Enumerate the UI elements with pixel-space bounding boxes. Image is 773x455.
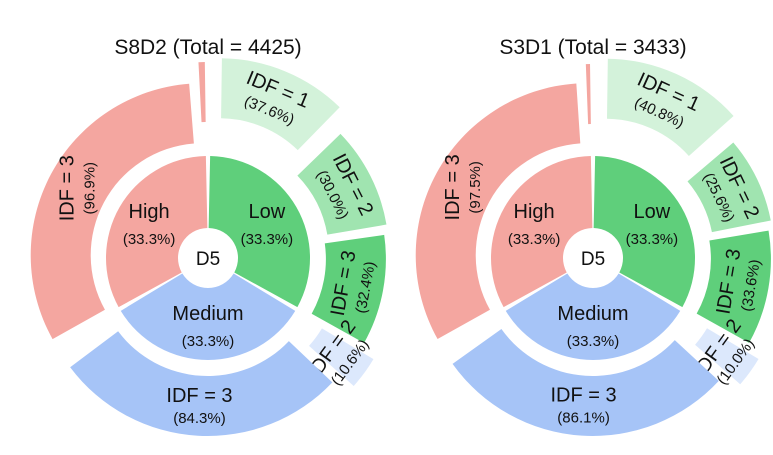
inner-percent-high: (33.3%)	[508, 231, 561, 248]
outer-percent-high-idf-3: (97.5%)	[467, 161, 484, 214]
inner-wedge-high	[105, 156, 208, 308]
outer-label-medium-idf-3: IDF = 3	[166, 385, 232, 407]
inner-percent-medium: (33.3%)	[182, 333, 235, 350]
center-hole	[180, 230, 236, 286]
inner-wedge-medium	[120, 273, 296, 361]
inner-wedge-medium	[505, 273, 681, 361]
outer-percent-medium-idf-3: (84.3%)	[173, 410, 226, 427]
outer-wedge-group: IDF = 3 (86.1%)	[452, 328, 719, 436]
sunburst-chart-2: S3D1 (Total = 3433) High (33.3%) Low (33.3%)…	[415, 36, 771, 436]
outer-wedge-group: IDF = 1(40.8%)	[606, 58, 734, 156]
center-label: D5	[581, 249, 605, 270]
outer-label-group: IDF = 3 (96.9%)	[56, 155, 98, 221]
inner-wedge-low	[593, 156, 695, 308]
inner-label-low: Low	[249, 201, 286, 223]
outer-wedge-medium-idf-2	[695, 328, 759, 385]
outer-wedge-low-idf-2	[297, 133, 387, 235]
inner-label-medium: Medium	[557, 303, 628, 325]
outer-label-medium-idf-3: IDF = 3	[550, 385, 616, 407]
outer-wedge-group: IDF = 3(33.6%)	[696, 230, 771, 343]
outer-wedge-medium-idf-2	[309, 328, 374, 386]
outer-wedge-low-idf-1	[221, 58, 340, 151]
outer-wedge-medium-idf-3	[452, 328, 719, 436]
outer-wedge-group: IDF = 1(37.6%)	[221, 58, 340, 151]
outer-wedge-group	[198, 62, 206, 123]
outer-wedge-high-minor	[198, 62, 206, 123]
outer-wedge-high-minor	[585, 64, 591, 125]
inner-wedge-high	[491, 156, 593, 308]
outer-wedge-high-idf-3	[415, 83, 581, 340]
inner-percent-medium: (33.3%)	[567, 333, 620, 350]
chart-title: S8D2 (Total = 4425)	[114, 36, 301, 59]
outer-wedge-group: IDF = 3 (97.5%)	[415, 83, 581, 340]
outer-wedge-group: IDF = 3 (96.9%)	[30, 83, 194, 340]
inner-percent-high: (33.3%)	[123, 231, 176, 248]
outer-wedge-low-idf-3	[311, 234, 386, 344]
outer-percent-medium-idf-3: (86.1%)	[557, 410, 610, 427]
outer-wedge-high-idf-3	[30, 83, 194, 340]
inner-percent-low: (33.3%)	[241, 231, 294, 248]
outer-wedge-group	[585, 64, 591, 125]
outer-label-high-idf-3: IDF = 3	[56, 155, 78, 221]
inner-label-medium: Medium	[172, 303, 243, 325]
outer-wedge-low-idf-1	[606, 58, 734, 156]
inner-percent-low: (33.3%)	[626, 231, 679, 248]
outer-wedge-low-idf-2	[687, 142, 771, 233]
outer-percent-high-idf-3: (96.9%)	[81, 162, 98, 215]
outer-label-group: IDF = 3 (97.5%)	[442, 154, 484, 220]
outer-label-group: IDF = 3 (84.3%)	[166, 385, 232, 427]
center-hole	[565, 230, 621, 286]
center-label: D5	[196, 249, 220, 270]
sunburst-chart-1: S8D2 (Total = 4425) High (33.3%) Low (33.3%)…	[30, 36, 387, 436]
chart-title: S3D1 (Total = 3433)	[499, 36, 686, 59]
inner-label-high: High	[514, 201, 555, 223]
inner-wedge-low	[208, 156, 310, 308]
outer-wedge-group: IDF = 3 (84.3%)	[70, 331, 333, 436]
inner-label-high: High	[129, 201, 170, 223]
outer-label-high-idf-3: IDF = 3	[442, 154, 464, 220]
outer-wedge-group: IDF = 2(30.0%)	[297, 133, 387, 235]
outer-wedge-medium-idf-3	[70, 331, 333, 436]
outer-label-group: IDF = 3 (86.1%)	[550, 385, 616, 427]
outer-wedge-group: IDF = 3(32.4%)	[311, 234, 386, 344]
outer-wedge-group: IDF = 2(25.6%)	[687, 142, 771, 233]
outer-wedge-low-idf-3	[696, 230, 771, 343]
inner-label-low: Low	[634, 201, 671, 223]
